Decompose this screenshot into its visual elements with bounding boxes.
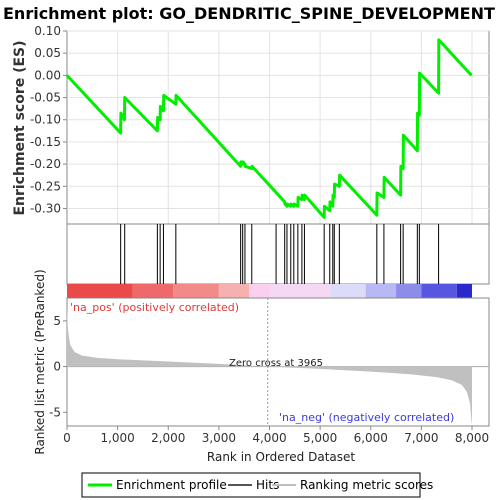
hits-panel-frame — [66, 223, 490, 285]
colorbar-segment — [396, 284, 422, 299]
colorbar-segment — [330, 284, 366, 299]
legend-label-enrichment: Enrichment profile — [116, 478, 227, 492]
x-tick-label: 7,000 — [404, 431, 438, 445]
metric-panel: 50-5 0 1,000 2,000 3,000 4,000 5,000 6,000 7,00… — [33, 269, 490, 464]
es-tick-label: -0.20 — [30, 157, 61, 171]
hits-panel — [66, 223, 490, 299]
es-axis-label: Enrichment score (ES) — [12, 40, 28, 215]
es-tick-label: 0.00 — [34, 68, 61, 82]
x-tick-label: 6,000 — [354, 431, 388, 445]
colorbar-segment — [67, 284, 133, 299]
x-tick-label: 3,000 — [202, 431, 236, 445]
x-tick-label: 4,000 — [252, 431, 286, 445]
metric-x-ticks: 0 1,000 2,000 3,000 4,000 5,000 6,000 7,000 8,00… — [63, 426, 489, 445]
x-tick-label: 8,000 — [455, 431, 489, 445]
colorbar-segment — [218, 284, 250, 299]
metric-tick-label: 0 — [53, 360, 61, 374]
es-tick-label: 0.10 — [34, 24, 61, 38]
es-tick-label: -0.10 — [30, 113, 61, 127]
metric-tick-label: -5 — [49, 405, 61, 419]
x-tick-label: 5,000 — [303, 431, 337, 445]
metric-tick-label: 5 — [53, 314, 61, 328]
es-panel: 0.10 0.05 0.00 -0.05 -0.10 -0.15 -0.20 -0.25 -0.… — [12, 24, 490, 225]
x-tick-label: 2,000 — [151, 431, 185, 445]
ranked-list-colorbar — [67, 284, 472, 299]
ranking-metric-area — [67, 307, 472, 424]
x-tick-label: 1,000 — [100, 431, 134, 445]
es-tick-label: -0.25 — [30, 179, 61, 193]
positive-correlation-label: 'na_pos' (positively correlated) — [70, 301, 239, 314]
es-y-ticks: 0.10 0.05 0.00 -0.05 -0.10 -0.15 -0.20 -0.25 -0.… — [30, 24, 67, 215]
metric-y-ticks: 5 0 -5 — [49, 314, 67, 419]
colorbar-segment — [249, 284, 270, 299]
colorbar-segment — [269, 284, 331, 299]
negative-correlation-label: 'na_neg' (negatively correlated) — [279, 411, 454, 424]
zero-cross-label: Zero cross at 3965 — [229, 358, 323, 369]
colorbar-segment — [132, 284, 174, 299]
metric-axis-label: Ranked list metric (PreRanked) — [33, 269, 47, 454]
colorbar-segment — [173, 284, 219, 299]
legend-label-hits: Hits — [256, 478, 279, 492]
colorbar-segment — [421, 284, 457, 299]
colorbar-segment — [456, 284, 472, 299]
chart-title: Enrichment plot: GO_DENDRITIC_SPINE_DEVE… — [3, 4, 495, 23]
legend-label-metric: Ranking metric scores — [300, 478, 433, 492]
es-tick-label: 0.05 — [34, 46, 61, 60]
x-tick-label: 0 — [63, 431, 71, 445]
enrichment-profile-line — [65, 38, 473, 219]
es-tick-label: -0.05 — [30, 91, 61, 105]
legend: Enrichment profile Hits Ranking metric s… — [81, 472, 433, 498]
x-axis-label: Rank in Ordered Dataset — [207, 450, 355, 464]
colorbar-segment — [365, 284, 397, 299]
es-tick-label: -0.15 — [30, 135, 61, 149]
es-tick-label: -0.30 — [30, 201, 61, 215]
hit-marks — [120, 224, 440, 284]
